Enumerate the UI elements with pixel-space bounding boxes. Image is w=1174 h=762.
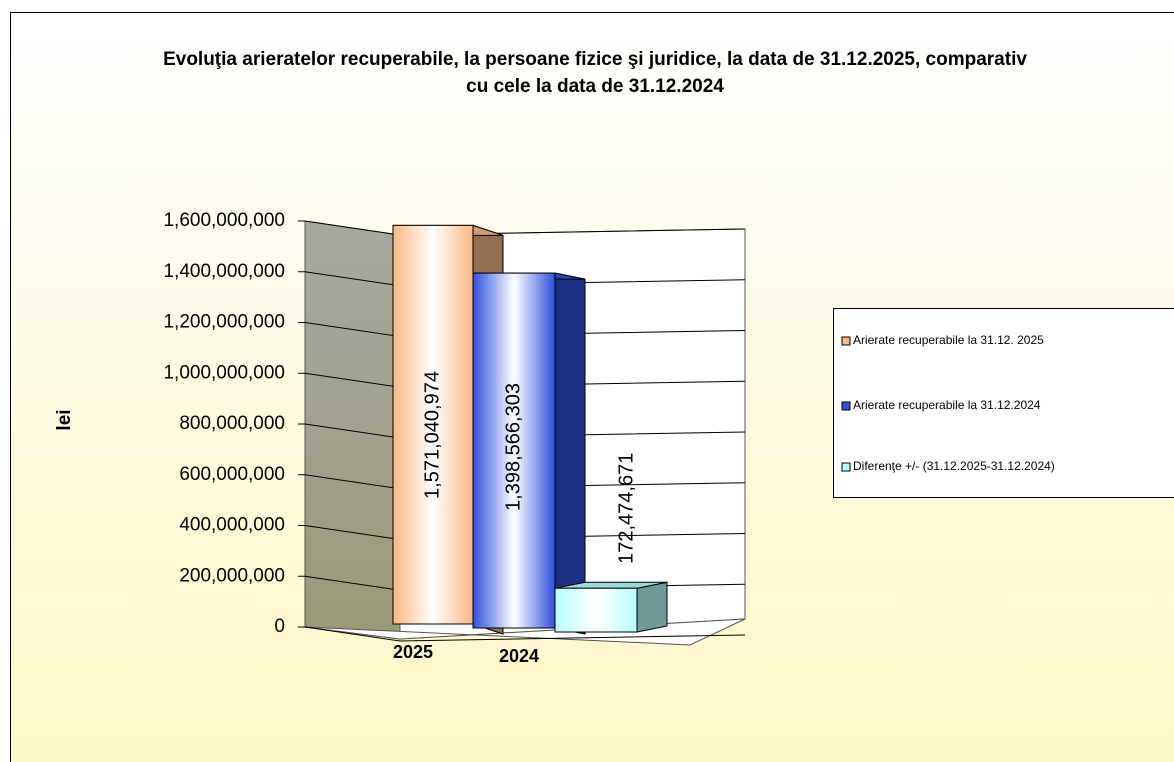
value-label: 1,571,040,974 [421,371,443,499]
legend-label: Diferenţe +/- (31.12.2025-31.12.2024) [853,459,1055,473]
value-label: 1,398,566,303 [502,383,524,511]
bar-side [554,272,586,635]
bar [472,272,556,629]
x-tick-label: 2025 [393,642,433,662]
y-tick-label: 400,000,000 [179,515,285,536]
bar-side [636,581,668,633]
y-tick-label: 1,600,000,000 [163,210,285,231]
legend-marker [841,462,851,472]
y-tick-label: 0 [274,616,285,637]
legend-label: Arierate recuperabile la 31.12.2024 [853,398,1041,412]
value-label: 172,474,671 [615,453,637,564]
grid-line [304,626,746,642]
y-tick-label: 200,000,000 [179,565,285,586]
legend-label: Arierate recuperabile la 31.12. 2025 [853,333,1044,347]
y-tick-label: 1,200,000,000 [163,312,285,333]
x-tick-label: 2024 [499,646,539,666]
legend-marker [841,336,851,346]
y-tick-label: 1,400,000,000 [163,261,285,282]
y-tick-label: 600,000,000 [179,464,285,485]
legend-box [833,308,1174,498]
y-tick-label: 1,000,000,000 [163,362,285,383]
legend-marker [841,401,851,411]
bar [554,587,638,633]
y-axis-label: lei [54,409,75,430]
chart-title: Evoluţia arieratelor recuperabile, la pe… [163,49,1027,97]
y-tick-label: 800,000,000 [179,413,285,434]
